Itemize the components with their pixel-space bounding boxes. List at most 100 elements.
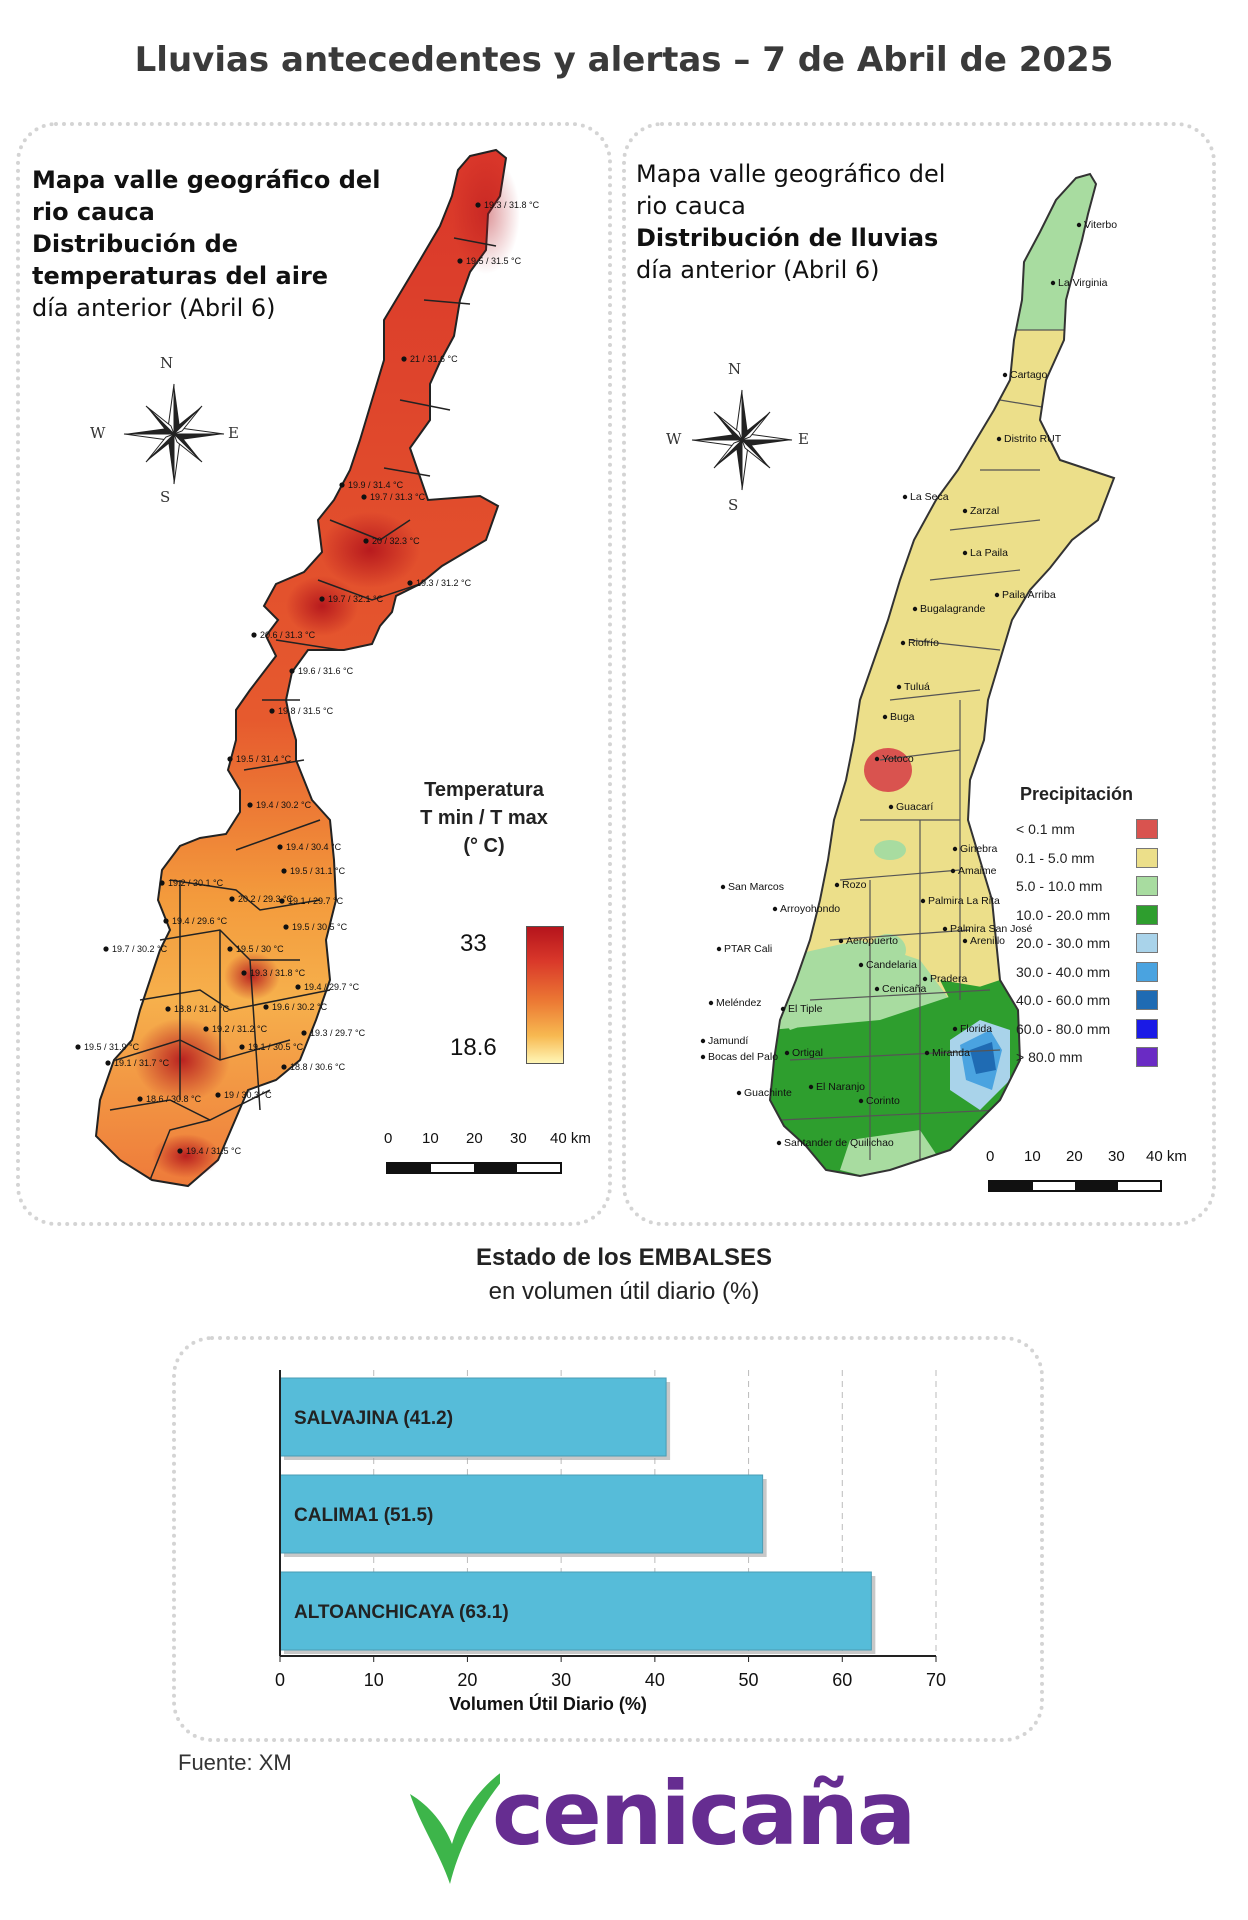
place-dot: [808, 1084, 814, 1090]
precip-legend-item: 60.0 - 80.0 mm: [1016, 1018, 1158, 1048]
compass-n: N: [728, 360, 742, 378]
precip-legend-item: > 80.0 mm: [1016, 1047, 1158, 1076]
place-dot: [902, 494, 908, 500]
station-dot: [279, 898, 285, 904]
place-dot: [888, 804, 894, 810]
place-dot: [700, 1054, 706, 1060]
compass-w: W: [90, 424, 106, 442]
place-label: La Paila: [970, 547, 1008, 559]
station-dot: [401, 356, 407, 362]
rain-title-bold: Distribución de lluvias: [636, 224, 939, 252]
bar-label: CALIMA1 (51.5): [294, 1505, 433, 1526]
station-label: 19.8 / 31.5 °C: [278, 706, 334, 716]
place-dot: [776, 1140, 782, 1146]
place-dot: [1076, 222, 1082, 228]
scale-tick: 20: [466, 1130, 483, 1147]
place-label: Meléndez: [716, 997, 762, 1009]
compass-icon: [123, 383, 225, 485]
station-label: 18.8 / 30.6 °C: [290, 1062, 346, 1072]
hotspot: [320, 512, 420, 588]
place-label: PTAR Cali: [724, 943, 772, 955]
place-label: Arenillo: [970, 935, 1005, 947]
place-dot: [962, 508, 968, 514]
bar-label: SALVAJINA (41.2): [294, 1408, 453, 1429]
reservoirs-title: Estado de los EMBALSES: [475, 1244, 773, 1271]
place-dot: [912, 606, 918, 612]
station-dot: [301, 1030, 307, 1036]
hotspot: [134, 1018, 230, 1102]
hotspot: [452, 154, 520, 274]
place-dot: [716, 946, 722, 952]
compass-e: E: [798, 430, 809, 448]
place-dot: [700, 1038, 706, 1044]
logo-wordmark: cenicaña: [492, 1762, 916, 1865]
precip-legend-item: 10.0 - 20.0 mm: [1016, 904, 1158, 934]
station-label: 19 / 30.3 °C: [224, 1090, 272, 1100]
place-label: Palmira La Rita: [928, 895, 1000, 907]
cenicana-leaf-icon: [410, 1773, 500, 1884]
station-dot: [457, 258, 463, 264]
precip-legend-swatch: [1136, 876, 1158, 896]
place-label: Cenicaña: [882, 983, 927, 995]
place-label: Ginebra: [960, 843, 998, 855]
station-dot: [263, 1004, 269, 1010]
place-label: Viterbo: [1084, 219, 1117, 231]
station-dot: [281, 868, 287, 874]
station-label: 19.3 / 29.7 °C: [310, 1028, 366, 1038]
station-label: 19.1 / 31.7 °C: [114, 1058, 170, 1068]
precip-legend-item: 40.0 - 60.0 mm: [1016, 990, 1158, 1019]
rainfall-map-title: Mapa valle geográfico del rio cauca Dist…: [636, 158, 945, 286]
station-label: 19.5 / 31.5 °C: [466, 256, 522, 266]
place-label: Aeropuerto: [846, 935, 898, 947]
station-dot: [319, 596, 325, 602]
temperature-color-bar: [526, 926, 564, 1064]
station-dot: [215, 1092, 221, 1098]
station-label: 20.6 / 31.3 °C: [260, 630, 316, 640]
scale-tick: 10: [422, 1130, 439, 1147]
source-note: Fuente: XM: [178, 1750, 292, 1775]
scale-tick: 40 km: [550, 1130, 591, 1147]
station-label: 19.5 / 30.5 °C: [292, 922, 348, 932]
place-label: Corinto: [866, 1095, 900, 1107]
station-label: 19.5 / 31.4 °C: [236, 754, 292, 764]
scale-tick: 0: [384, 1130, 393, 1147]
scale-bar-rain: 0 10 20 30 40 km: [984, 1148, 1187, 1198]
compass-s: S: [728, 496, 739, 514]
place-dot: [896, 684, 902, 690]
temperature-map-panel: [16, 122, 612, 1226]
x-tick-label: 60: [832, 1670, 852, 1690]
place-dot: [962, 550, 968, 556]
station-dot: [295, 984, 301, 990]
cenicana-logo: cenicaña: [400, 1754, 916, 1894]
station-dot: [251, 632, 257, 638]
place-dot: [784, 1050, 790, 1056]
precip-legend-swatch: [1136, 1018, 1158, 1039]
place-label: Arroyohondo: [780, 903, 840, 915]
temperature-legend-title: Temperatura T min / T max (° C): [404, 776, 564, 860]
place-dot: [858, 962, 864, 968]
rainfall-places: Viterbo La Virginia Cartago Distrito RUT La …: [700, 219, 1117, 1149]
precip-legend-item: < 0.1 mm: [1016, 819, 1158, 848]
precip-legend-label: > 80.0 mm: [1016, 1049, 1083, 1065]
scale-bar-temp: 0 10 20 30 40 km: [384, 1130, 591, 1180]
station-label: 19.4 / 29.7 °C: [304, 982, 360, 992]
station-label: 18.8 / 31.4 °C: [174, 1004, 230, 1014]
reservoirs-panel: [172, 1336, 1044, 1742]
precip-legend-label: 60.0 - 80.0 mm: [1016, 1020, 1111, 1037]
station-label: 19.3 / 31.8 °C: [484, 200, 540, 210]
station-dot: [269, 708, 275, 714]
precip-legend-item: 30.0 - 40.0 mm: [1016, 961, 1158, 991]
place-label: Guacarí: [896, 801, 933, 813]
station-dot: [165, 1006, 171, 1012]
rainfall-map-panel: [622, 122, 1216, 1226]
station-label: 19.6 / 30.2 °C: [272, 1002, 328, 1012]
x-tick-label: 70: [926, 1670, 946, 1690]
x-tick-label: 0: [275, 1670, 285, 1690]
station-dot: [339, 482, 345, 488]
voronoi-borders: [109, 237, 497, 1181]
precip-legend-label: 0.1 - 5.0 mm: [1016, 849, 1095, 866]
compass-e: E: [228, 424, 239, 442]
scale-tick: 20: [1066, 1148, 1083, 1165]
place-label: Guachinte: [744, 1087, 792, 1099]
hotspot: [224, 952, 280, 1000]
